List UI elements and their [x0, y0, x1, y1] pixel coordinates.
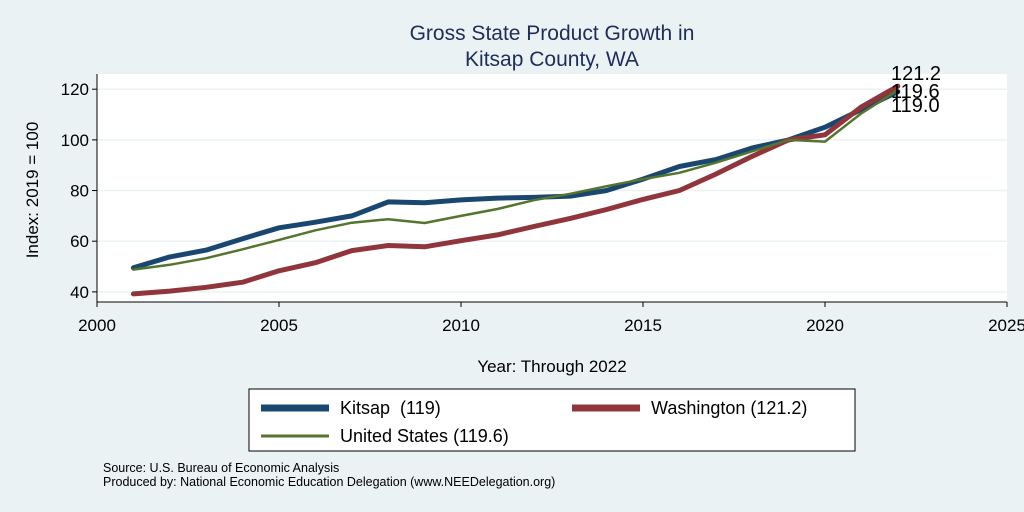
legend-box: [248, 388, 856, 452]
x-tick-label: 2005: [260, 316, 298, 335]
series-line-united-states: [132, 88, 900, 271]
source-note: Source: U.S. Bureau of Economic Analysis: [103, 461, 339, 475]
y-tick-label: 120: [61, 80, 89, 99]
series-line-kitsap: [130, 89, 901, 271]
footnotes: Source: U.S. Bureau of Economic Analysis…: [103, 461, 555, 489]
legend-label-washington: Washington (121.2): [651, 398, 807, 418]
end-label-kitsap: 119.0: [891, 95, 940, 117]
series-line-washington: [130, 83, 901, 297]
grid-lines: [97, 88, 1007, 293]
legend-label-kitsap: Kitsap (119): [340, 398, 441, 418]
x-tick-label: 2025: [988, 316, 1024, 335]
x-tick-label: 2010: [442, 316, 480, 335]
series-lines: [130, 83, 901, 297]
y-axis-title: Index: 2019 = 100: [23, 122, 42, 259]
chart-title-line-1: Gross State Product Growth in: [410, 22, 695, 45]
legend: Kitsap (119) Washington (121.2) United S…: [248, 388, 856, 452]
produced-by-note: Produced by: National Economic Education…: [103, 475, 555, 489]
end-point-marker: [895, 89, 900, 94]
chart-title: Gross State Product Growth in Kitsap Cou…: [410, 22, 695, 71]
x-tick-label: 2015: [624, 316, 662, 335]
end-labels: 121.2 119.6 119.0: [891, 63, 941, 117]
chart-title-line-2: Kitsap County, WA: [465, 48, 639, 71]
x-tick-label: 2020: [806, 316, 844, 335]
end-label-united-states: 119.6: [891, 81, 940, 103]
y-tick-label: 60: [70, 232, 89, 251]
y-tick-label: 40: [70, 283, 89, 302]
end-label-washington: 121.2: [891, 63, 941, 85]
x-axis-title: Year: Through 2022: [477, 357, 626, 376]
axes: 40 60 80 100 120 2000 2005 2010 2015 2020 2025: [61, 74, 1024, 335]
y-tick-label: 100: [61, 131, 89, 150]
legend-label-united-states: United States (119.6): [340, 426, 509, 446]
y-tick-label: 80: [70, 182, 89, 201]
x-tick-label: 2000: [78, 316, 116, 335]
